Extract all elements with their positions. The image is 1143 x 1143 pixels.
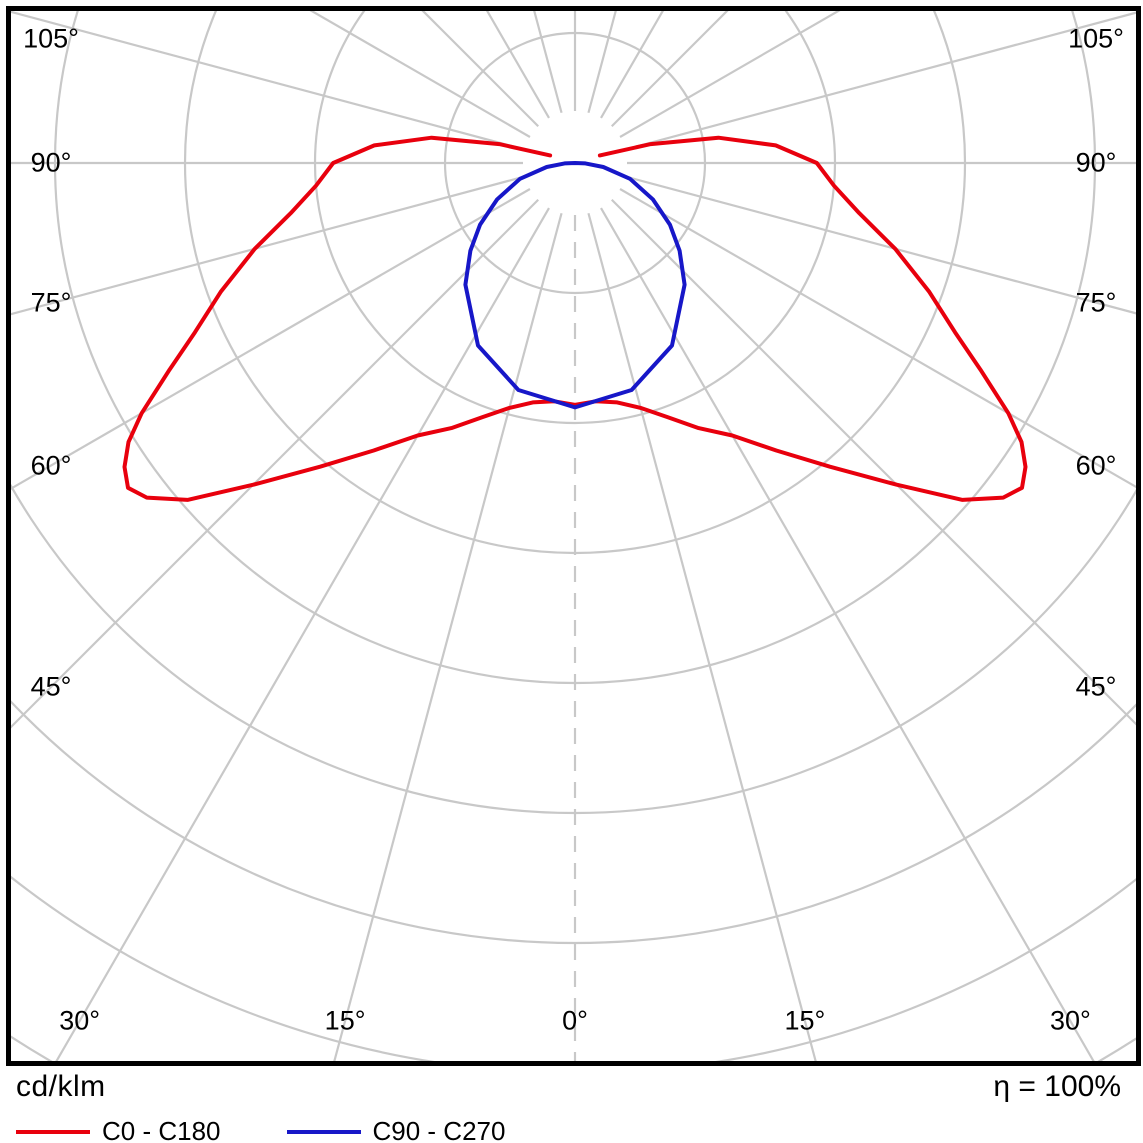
angle-label-left-45: 45°	[30, 671, 72, 702]
chart-footer: cd/klm η = 100% C0 - C180 C90 - C270	[0, 1066, 1143, 1143]
angle-label-bottom-0: 0°	[562, 1005, 588, 1036]
angle-label-right-105: 105°	[1068, 23, 1124, 54]
legend: C0 - C180 C90 - C270	[0, 1104, 1143, 1143]
angle-label-bottom-right-15: 15°	[784, 1005, 826, 1036]
angle-label-left-105: 105°	[23, 23, 79, 54]
angle-label-right-90: 90°	[1075, 147, 1117, 178]
angle-label-right-75: 75°	[1075, 287, 1117, 318]
angle-label-left-60: 60°	[30, 450, 72, 481]
efficiency-label: η = 100%	[993, 1070, 1121, 1103]
angle-label-right-45: 45°	[1075, 671, 1117, 702]
legend-item-c0-c180: C0 - C180	[16, 1116, 221, 1143]
angle-label-right-60: 60°	[1075, 450, 1117, 481]
angle-label-left-90: 90°	[30, 147, 72, 178]
legend-item-c90-c270: C90 - C270	[286, 1116, 506, 1143]
c90-c270-line-swatch	[286, 1129, 361, 1134]
c0-c180-line-swatch	[16, 1129, 90, 1134]
angle-label-bottom-left-30: 30°	[59, 1005, 101, 1036]
polar-chart-frame: 0° 15° 15° 30° 30° 45° 45° 60° 60° 75° 75° 90° 90° 10…	[6, 6, 1141, 1066]
legend-label-c90-c270: C90 - C270	[372, 1116, 506, 1143]
polar-grid-and-curves	[11, 11, 1136, 1061]
legend-label-c0-c180: C0 - C180	[102, 1116, 221, 1143]
angle-label-left-75: 75°	[30, 287, 72, 318]
units-label: cd/klm	[16, 1070, 106, 1103]
angle-label-bottom-left-15: 15°	[324, 1005, 366, 1036]
angle-label-bottom-right-30: 30°	[1049, 1005, 1091, 1036]
